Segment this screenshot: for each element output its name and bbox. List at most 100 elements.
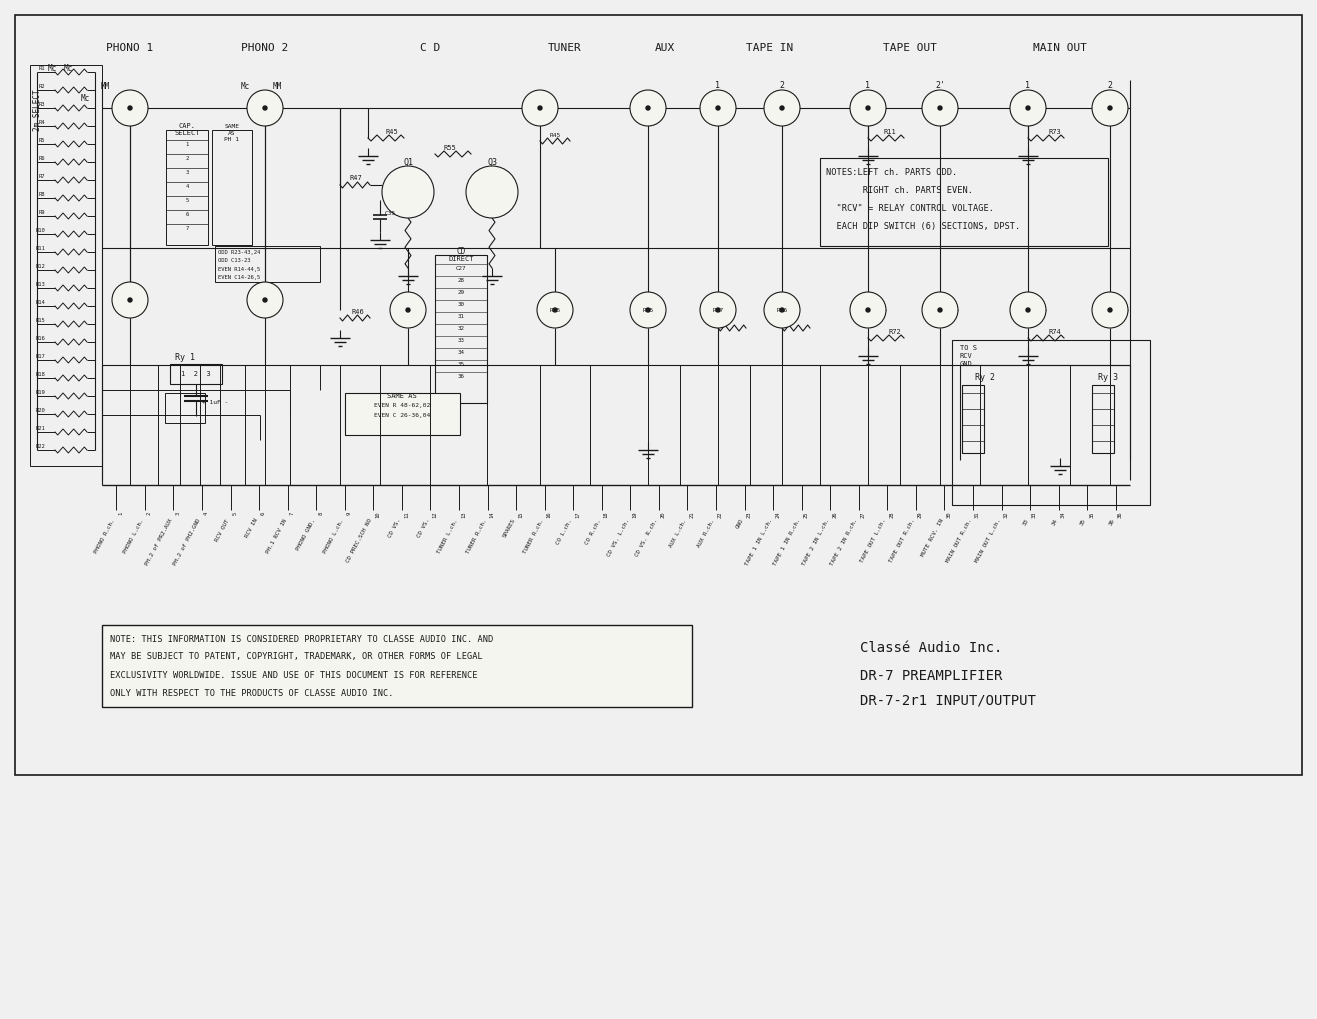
Text: CD VS. R.ch.: CD VS. R.ch. (635, 518, 658, 557)
Text: 17: 17 (576, 512, 581, 519)
Circle shape (647, 308, 651, 312)
Circle shape (780, 308, 784, 312)
Text: 31: 31 (457, 314, 465, 319)
Circle shape (128, 298, 132, 302)
Text: R74: R74 (1048, 329, 1062, 335)
Text: 35: 35 (1089, 512, 1094, 519)
Text: R3: R3 (38, 102, 45, 107)
Text: 1: 1 (1026, 81, 1030, 90)
Text: MAY BE SUBJECT TO PATENT, COPYRIGHT, TRADEMARK, OR OTHER FORMS OF LEGAL: MAY BE SUBJECT TO PATENT, COPYRIGHT, TRA… (111, 652, 483, 661)
Text: 22: 22 (718, 512, 723, 519)
Text: CAP.: CAP. (179, 123, 195, 129)
Text: 30: 30 (457, 302, 465, 307)
Text: 28: 28 (889, 512, 894, 519)
Bar (30, 65, 101, 466)
Circle shape (1026, 308, 1030, 312)
Text: 32: 32 (1004, 512, 1009, 519)
Circle shape (263, 298, 267, 302)
Circle shape (701, 292, 736, 328)
Text: RCV OUT: RCV OUT (215, 518, 230, 542)
Text: MM: MM (100, 82, 109, 91)
Text: 4: 4 (204, 512, 209, 516)
Text: 25: 25 (803, 512, 809, 519)
Circle shape (630, 292, 666, 328)
Text: Ry 3: Ry 3 (1098, 374, 1118, 382)
Text: 36: 36 (1108, 518, 1115, 527)
Text: TO S: TO S (960, 345, 977, 351)
Text: DR-7 PREAMPLIFIER: DR-7 PREAMPLIFIER (860, 669, 1002, 683)
Text: 20: 20 (661, 512, 666, 519)
Circle shape (112, 90, 148, 126)
Text: 16: 16 (547, 512, 552, 519)
Text: 2: 2 (186, 156, 188, 161)
Circle shape (938, 106, 942, 110)
Circle shape (716, 106, 720, 110)
Circle shape (701, 90, 736, 126)
Bar (1092, 385, 1114, 453)
Text: SAME AS: SAME AS (387, 393, 417, 399)
Text: 13: 13 (461, 512, 466, 519)
Text: GND.: GND. (960, 361, 977, 367)
Text: 1  2  3: 1 2 3 (182, 371, 211, 377)
Text: 6: 6 (186, 212, 188, 216)
Text: EVEN C14-26,5: EVEN C14-26,5 (219, 275, 261, 280)
Bar (345, 393, 460, 435)
Text: NOTE: THIS INFORMATION IS CONSIDERED PROPRIETARY TO CLASSE AUDIO INC. AND: NOTE: THIS INFORMATION IS CONSIDERED PRO… (111, 635, 494, 644)
Bar (215, 246, 320, 282)
Text: 7: 7 (290, 512, 295, 516)
Circle shape (764, 292, 799, 328)
Text: CD PREC.SCH NO: CD PREC.SCH NO (346, 518, 373, 564)
Text: GNO: GNO (735, 518, 744, 530)
Text: R73: R73 (1048, 129, 1062, 135)
Text: R5: R5 (38, 138, 45, 143)
Text: MUTE RCV. IN: MUTE RCV. IN (921, 518, 944, 557)
Text: 3: 3 (175, 512, 180, 516)
Text: "RCV" = RELAY CONTROL VOLTAGE.: "RCV" = RELAY CONTROL VOLTAGE. (826, 204, 994, 213)
Text: ODD R23-43,24: ODD R23-43,24 (219, 250, 261, 255)
Circle shape (248, 282, 283, 318)
Circle shape (716, 308, 720, 312)
Text: 34: 34 (457, 350, 465, 355)
Text: TUNER R.ch.: TUNER R.ch. (522, 518, 545, 554)
Text: TAPE 1 IN L.ch.: TAPE 1 IN L.ch. (744, 518, 773, 567)
Bar (165, 393, 205, 423)
Text: PHONO R.ch.: PHONO R.ch. (94, 518, 116, 554)
Text: 1: 1 (186, 142, 188, 147)
Text: R47: R47 (712, 308, 723, 313)
Text: 30: 30 (947, 512, 951, 519)
Text: PH.2 of PR2.AUX: PH.2 of PR2.AUX (145, 518, 174, 567)
Text: SPARES: SPARES (502, 518, 516, 539)
Text: C27: C27 (456, 266, 466, 270)
Text: R16: R16 (36, 335, 45, 340)
Text: RIGHT ch. PARTS EVEN.: RIGHT ch. PARTS EVEN. (826, 185, 973, 195)
Circle shape (390, 292, 425, 328)
Text: CD VS.: CD VS. (387, 518, 402, 539)
Text: 33: 33 (1022, 518, 1030, 527)
Text: R1: R1 (38, 65, 45, 70)
Text: PHONO GND.: PHONO GND. (295, 518, 316, 551)
Text: EVEN R14-44,5: EVEN R14-44,5 (219, 268, 261, 272)
Text: TAPE OUT: TAPE OUT (882, 43, 936, 53)
Text: SAME: SAME (224, 123, 240, 128)
Text: ODD C13-23: ODD C13-23 (219, 258, 250, 263)
Text: R2: R2 (38, 84, 45, 89)
Text: R45: R45 (386, 129, 398, 135)
Text: 24: 24 (776, 512, 780, 519)
Text: R47: R47 (349, 175, 362, 181)
Bar (212, 130, 252, 245)
Text: 34: 34 (1051, 518, 1059, 527)
Text: MAIN OUT R.ch.: MAIN OUT R.ch. (946, 518, 973, 564)
Text: MM: MM (273, 82, 282, 91)
Text: 29: 29 (918, 512, 923, 519)
Text: EACH DIP SWITCH (6) SECTIONS, DPST.: EACH DIP SWITCH (6) SECTIONS, DPST. (826, 221, 1021, 230)
Text: PHONO L.ch.: PHONO L.ch. (323, 518, 345, 554)
Text: 21: 21 (689, 512, 694, 519)
Text: Mc: Mc (80, 94, 90, 103)
Text: 11: 11 (404, 512, 408, 519)
Text: R12: R12 (36, 264, 45, 268)
Bar (14, 15, 1303, 775)
Text: CO R.ch.: CO R.ch. (585, 518, 602, 545)
Text: 5: 5 (233, 512, 237, 516)
Text: TAPE OUT R.ch.: TAPE OUT R.ch. (889, 518, 915, 564)
Text: NOTES:LEFT ch. PARTS ODD.: NOTES:LEFT ch. PARTS ODD. (826, 167, 957, 176)
